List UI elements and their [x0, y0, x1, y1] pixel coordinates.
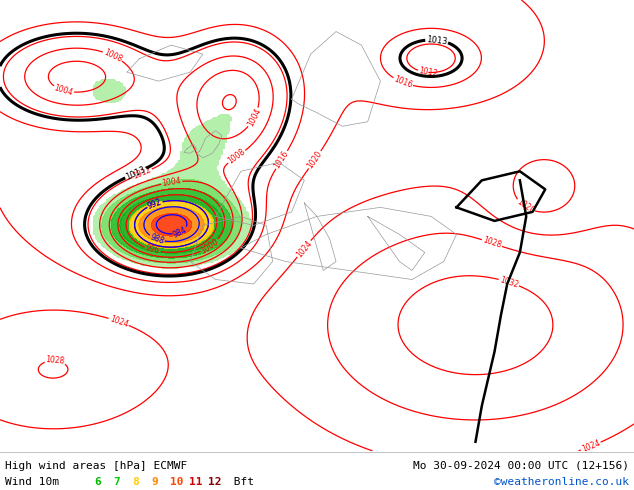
Text: Wind 10m: Wind 10m	[5, 477, 59, 487]
Text: ©weatheronline.co.uk: ©weatheronline.co.uk	[494, 477, 629, 487]
Text: 1024: 1024	[108, 314, 129, 329]
Text: 6: 6	[94, 477, 101, 487]
Text: 1000: 1000	[200, 237, 221, 255]
Text: 1020: 1020	[515, 197, 536, 216]
Text: 1008: 1008	[226, 147, 247, 166]
Text: 1024: 1024	[294, 239, 314, 259]
Text: 8: 8	[132, 477, 139, 487]
Text: 1013: 1013	[124, 165, 147, 182]
Text: 1013: 1013	[426, 35, 448, 46]
Text: 992: 992	[146, 197, 163, 211]
Text: 984: 984	[172, 225, 189, 239]
Text: 1004: 1004	[53, 83, 74, 98]
Text: 1004: 1004	[162, 176, 182, 188]
Text: Bft: Bft	[227, 477, 254, 487]
Text: 1032: 1032	[498, 275, 519, 290]
Text: 10: 10	[170, 477, 183, 487]
Text: 1024: 1024	[580, 439, 602, 454]
Text: High wind areas [hPa] ECMWF: High wind areas [hPa] ECMWF	[5, 461, 187, 470]
Text: 1028: 1028	[45, 355, 65, 366]
Text: 1028: 1028	[481, 236, 502, 250]
Text: 12: 12	[208, 477, 221, 487]
Text: Mo 30-09-2024 00:00 UTC (12+156): Mo 30-09-2024 00:00 UTC (12+156)	[413, 461, 629, 470]
Text: 7: 7	[113, 477, 120, 487]
Text: 988: 988	[148, 232, 165, 246]
Text: 1016: 1016	[392, 75, 413, 90]
Text: 992: 992	[146, 197, 163, 211]
Text: 9: 9	[151, 477, 158, 487]
Text: 1020: 1020	[306, 149, 324, 171]
Text: 1004: 1004	[245, 107, 262, 128]
Text: 1012: 1012	[131, 166, 153, 181]
Text: 1008: 1008	[102, 48, 123, 64]
Text: 1016: 1016	[273, 149, 291, 171]
Text: 11: 11	[189, 477, 202, 487]
Text: 1012: 1012	[418, 66, 439, 79]
Text: 996: 996	[145, 244, 161, 256]
